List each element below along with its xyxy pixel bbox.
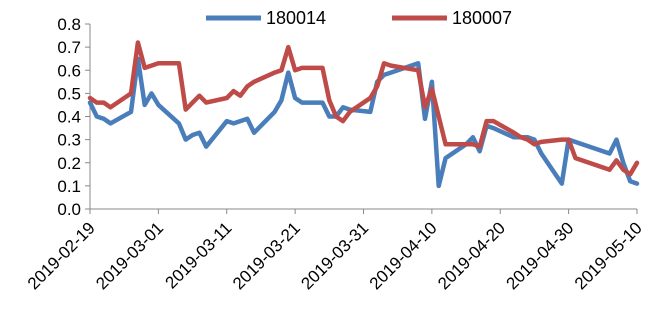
series-lines — [87, 40, 640, 189]
y-tick-label: 0.2 — [57, 154, 81, 173]
y-tick-label: 0.3 — [57, 131, 81, 150]
chart-axes — [85, 23, 638, 214]
y-tick-label: 0.7 — [57, 38, 81, 57]
x-tick-label: 2019-04-30 — [503, 218, 578, 293]
x-tick-label: 2019-04-20 — [434, 218, 509, 293]
x-tick-label: 2019-03-11 — [162, 218, 236, 292]
x-tick-label: 2019-03-21 — [229, 218, 304, 293]
legend-label: 180007 — [452, 8, 512, 28]
x-tick-label: 2019-03-31 — [297, 218, 372, 293]
y-tick-label: 0.1 — [57, 177, 81, 196]
x-tick-label: 2019-05-10 — [571, 218, 646, 293]
series-line-180007 — [87, 40, 640, 177]
x-tick-label: 2019-03-01 — [92, 218, 167, 293]
x-tick-label: 2019-04-10 — [366, 218, 441, 293]
y-tick-label: 0.4 — [57, 108, 81, 127]
x-tick-label: 2019-02-19 — [24, 218, 99, 293]
legend: 180014 180007 — [206, 8, 512, 28]
y-tick-label: 0.5 — [57, 84, 81, 103]
y-tick-label: 0.6 — [57, 61, 81, 80]
y-tick-label: 0.0 — [57, 200, 81, 219]
y-tick-label: 0.8 — [57, 15, 81, 34]
x-tick-labels: 2019-02-192019-03-012019-03-112019-03-21… — [24, 218, 646, 293]
legend-label: 180014 — [266, 8, 326, 28]
series-line-180014 — [87, 56, 640, 189]
y-tick-labels: 0.0 0.1 0.2 0.3 0.4 0.5 0.6 0.7 0.8 — [57, 15, 81, 219]
